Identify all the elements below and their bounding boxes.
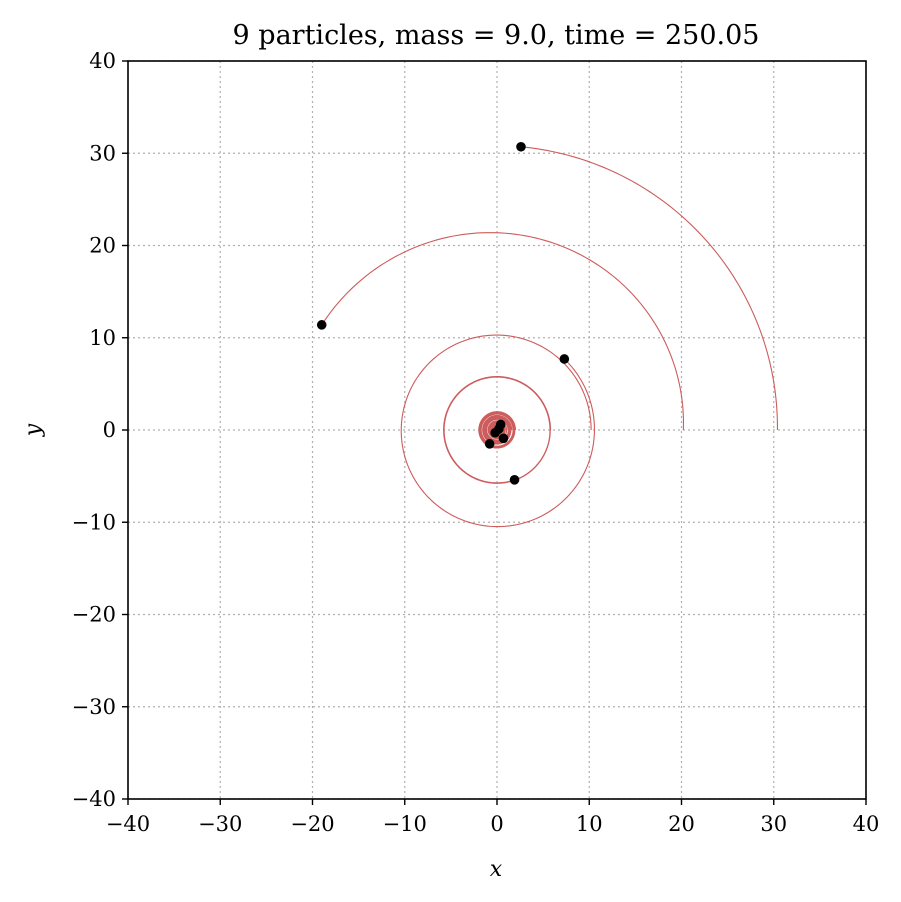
x-tick-label: −20: [290, 812, 334, 836]
y-tick-label: −10: [72, 510, 116, 534]
x-tick-label: −30: [198, 812, 242, 836]
y-tick-label: 40: [89, 49, 116, 73]
particle-point: [516, 141, 526, 152]
particle-trail: [321, 232, 685, 431]
y-tick-label: 30: [89, 141, 116, 165]
x-tick-label: 0: [490, 812, 503, 836]
particle-point: [490, 427, 500, 438]
x-axis-ticks: −40 −30 −20 −10 0 10 20 30 40: [106, 799, 880, 836]
particle-trail: [400, 334, 596, 528]
x-tick-label: 40: [853, 812, 880, 836]
particle-point: [495, 419, 506, 430]
chart-title: 9 particles, mass = 9.0, time = 250.05: [233, 20, 760, 51]
x-tick-label: 30: [760, 812, 787, 836]
particle-point: [559, 354, 570, 364]
y-tick-label: 20: [89, 234, 116, 258]
x-tick-label: −40: [106, 812, 150, 836]
y-tick-label: −40: [72, 787, 116, 811]
particle-layer: [316, 141, 570, 485]
particle-trail: [478, 411, 516, 449]
y-axis-label: y: [21, 423, 46, 437]
x-tick-label: 10: [576, 812, 603, 836]
particle-point: [316, 320, 327, 330]
y-tick-label: 0: [103, 418, 116, 442]
y-tick-label: −20: [72, 603, 116, 627]
particle-point: [484, 439, 495, 449]
y-axis-ticks: −40 −30 −20 −10 0 10 20 30 40: [72, 49, 128, 811]
x-tick-label: 20: [668, 812, 695, 836]
x-tick-label: −10: [383, 812, 427, 836]
particle-point: [498, 433, 509, 444]
particle-trail: [520, 146, 778, 430]
particle-point: [509, 475, 520, 485]
y-tick-label: −30: [72, 695, 116, 719]
particle-trail: [443, 376, 552, 484]
y-tick-label: 10: [89, 326, 116, 350]
x-axis-label: x: [490, 857, 503, 882]
